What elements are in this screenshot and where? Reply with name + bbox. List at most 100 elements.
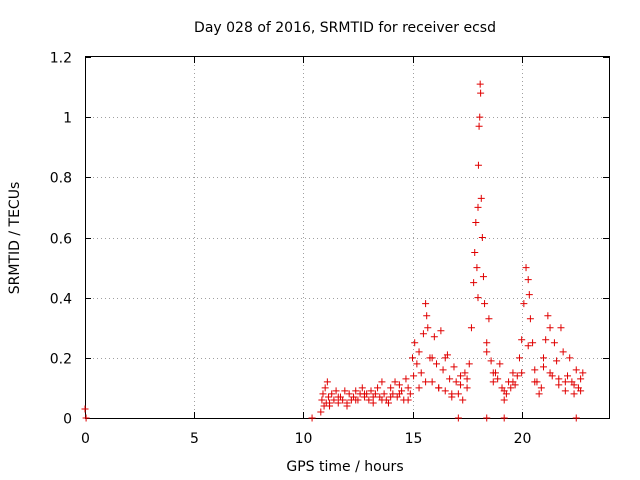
data-point xyxy=(324,393,332,401)
data-point xyxy=(524,276,532,284)
y-axis-label: SRMTID / TECUs xyxy=(7,182,23,295)
x-tick-label: 10 xyxy=(295,431,313,447)
data-point xyxy=(561,378,569,386)
data-point xyxy=(452,378,460,386)
data-point xyxy=(577,375,585,383)
data-point xyxy=(433,360,441,368)
data-point xyxy=(402,375,410,383)
data-point xyxy=(446,375,454,383)
data-point xyxy=(550,339,558,347)
data-point xyxy=(419,330,427,338)
data-point xyxy=(378,396,386,404)
data-point xyxy=(457,381,465,389)
data-point xyxy=(352,387,360,395)
data-point xyxy=(475,122,483,130)
data-point xyxy=(570,381,578,389)
data-point xyxy=(496,360,504,368)
data-point xyxy=(343,402,351,410)
data-point xyxy=(409,354,416,362)
data-point xyxy=(544,312,552,320)
data-point xyxy=(561,387,569,395)
data-point xyxy=(546,369,554,377)
x-tick-label: 0 xyxy=(81,431,90,447)
data-point xyxy=(367,387,375,395)
data-point xyxy=(572,366,580,374)
data-point xyxy=(415,348,423,356)
data-point xyxy=(437,327,445,335)
plot-frame xyxy=(85,56,610,419)
axis-ticks: 0 5 10 15 20 0 0.2 0.4 0.6 0.8 1 1.2 xyxy=(50,51,609,447)
data-point xyxy=(374,384,382,392)
data-point xyxy=(454,390,462,398)
data-point xyxy=(500,387,508,395)
data-point xyxy=(384,399,392,407)
data-point xyxy=(459,396,467,404)
data-point xyxy=(526,315,534,323)
data-point xyxy=(518,369,526,377)
data-point xyxy=(404,384,412,392)
data-point xyxy=(500,414,508,422)
x-tick-label: 15 xyxy=(405,431,423,447)
data-point xyxy=(339,396,347,404)
data-point xyxy=(509,378,517,386)
data-point xyxy=(520,300,528,308)
data-point xyxy=(465,360,473,368)
data-point xyxy=(525,291,533,299)
data-point xyxy=(439,366,447,374)
data-point xyxy=(417,369,425,377)
data-point xyxy=(463,384,471,392)
data-point xyxy=(430,333,438,341)
data-point xyxy=(471,249,479,257)
data-point xyxy=(515,354,523,362)
data-point xyxy=(341,387,349,395)
data-point xyxy=(328,390,336,398)
data-point xyxy=(415,384,423,392)
data-point xyxy=(378,378,386,386)
data-point xyxy=(422,378,430,386)
data-point xyxy=(564,372,572,380)
grid-lines xyxy=(85,57,609,418)
data-point xyxy=(428,378,436,386)
data-point xyxy=(546,324,554,332)
data-point xyxy=(424,324,432,332)
data-point xyxy=(380,390,388,398)
data-point xyxy=(317,408,325,416)
data-point xyxy=(319,390,327,398)
data-point xyxy=(477,89,485,97)
data-point xyxy=(474,294,482,302)
data-point xyxy=(334,399,342,407)
data-point xyxy=(463,375,471,383)
data-point xyxy=(470,279,478,287)
data-point xyxy=(318,396,326,404)
data-point xyxy=(494,375,502,383)
data-point xyxy=(332,387,340,395)
data-point xyxy=(572,414,580,422)
data-point xyxy=(489,369,497,377)
data-point xyxy=(553,357,561,365)
y-tick-label: 1.2 xyxy=(50,51,72,67)
chart-title: Day 028 of 2016, SRMTID for receiver ecs… xyxy=(194,20,496,36)
data-point xyxy=(441,354,449,362)
data-point xyxy=(391,378,399,386)
data-point xyxy=(395,381,403,389)
data-point xyxy=(334,393,342,401)
data-point xyxy=(507,384,515,392)
data-point xyxy=(559,348,567,356)
data-point xyxy=(326,399,334,407)
data-point xyxy=(474,161,482,169)
data-point xyxy=(487,357,495,365)
data-point xyxy=(481,300,489,308)
data-point xyxy=(450,363,458,371)
x-axis-label: GPS time / hours xyxy=(286,459,403,475)
data-point xyxy=(472,218,480,226)
y-tick-label: 0.8 xyxy=(50,171,72,187)
data-point xyxy=(518,336,526,344)
data-point xyxy=(81,405,89,413)
y-tick-label: 0 xyxy=(63,412,72,428)
data-point xyxy=(478,234,486,241)
data-point xyxy=(570,390,578,398)
data-point xyxy=(479,273,487,281)
data-point xyxy=(435,384,443,392)
data-point xyxy=(461,369,469,377)
